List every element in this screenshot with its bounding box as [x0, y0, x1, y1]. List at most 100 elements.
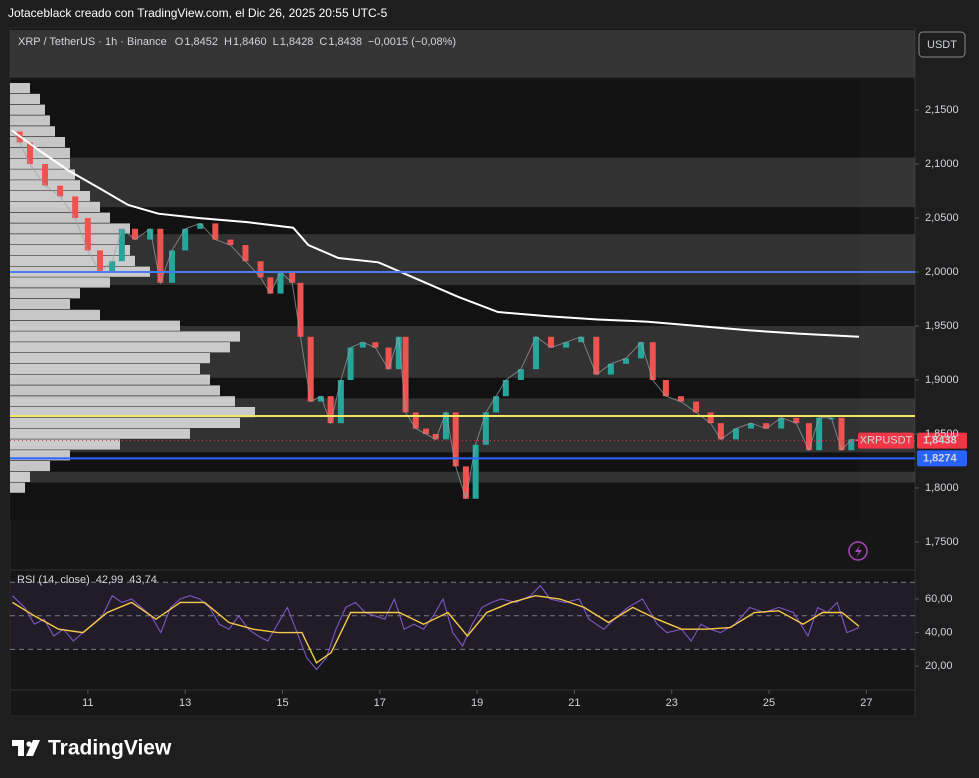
candle [157, 228, 164, 283]
candle [693, 401, 700, 413]
y-tick-label: 2,1000 [925, 158, 959, 170]
profile-bar [10, 126, 55, 137]
y-tick-label: 2,1500 [925, 104, 959, 116]
candle [748, 423, 755, 429]
candle [816, 417, 823, 451]
logo-mark [12, 740, 40, 756]
profile-bar [10, 428, 190, 439]
candle [578, 336, 585, 343]
zone [10, 234, 915, 285]
candle [347, 347, 354, 380]
profile-bar [10, 223, 130, 234]
candle [848, 439, 855, 451]
candle [717, 423, 724, 440]
profile-bar [10, 212, 110, 223]
candle [307, 336, 314, 402]
profile-bar [10, 450, 70, 461]
symbol-text: L [273, 36, 279, 48]
brand: TradingView [48, 737, 172, 760]
profile-bar [10, 234, 120, 245]
symbol-text: C [319, 36, 327, 48]
candle [97, 250, 104, 273]
candle [57, 185, 64, 197]
x-tick-label: 15 [276, 697, 288, 709]
candle [838, 417, 845, 451]
x-tick-label: 25 [763, 697, 775, 709]
symbol-text: 1,8460 [233, 36, 267, 48]
y-tick-label: 1,8000 [925, 482, 959, 494]
profile-bar [10, 439, 120, 450]
candle [452, 412, 459, 467]
candle [649, 342, 656, 380]
alert-icon[interactable] [848, 541, 868, 561]
profile-bar [10, 385, 220, 396]
candle [385, 347, 392, 370]
zone [10, 471, 915, 483]
symbol-text: −0,0015 (−0,08%) [368, 36, 456, 48]
candle [532, 336, 539, 370]
profile-bar [10, 115, 50, 126]
level-tag [917, 450, 967, 467]
rsi-value: 42,99 [96, 574, 124, 586]
candle [372, 342, 379, 348]
candle [317, 396, 324, 402]
zone [10, 157, 915, 208]
y-tick-label: 1,9000 [925, 374, 959, 386]
y-tick-label: 1,7500 [925, 536, 959, 548]
profile-bar [10, 352, 210, 364]
logo: TradingView [12, 737, 172, 760]
x-tick-label: 23 [666, 697, 678, 709]
candle [132, 228, 139, 240]
profile-bar [10, 406, 255, 418]
candle [805, 423, 812, 451]
profile-bar [10, 342, 230, 353]
candle [277, 272, 284, 294]
profile-bar [10, 471, 30, 482]
candle [472, 444, 479, 499]
y-tick-label: 2,0000 [925, 266, 959, 278]
y-tick-label: 1,9500 [925, 320, 959, 332]
logo-dot [26, 741, 32, 747]
candle [638, 342, 645, 359]
profile-bar [10, 417, 240, 428]
candle [257, 261, 264, 278]
profile-bar [10, 93, 40, 105]
symbol-text: 1,8452 [184, 36, 218, 48]
profile-bar [10, 147, 70, 159]
candle [327, 396, 334, 424]
x-tick-label: 21 [568, 697, 580, 709]
header: Jotaceblack creado con TradingView.com, … [8, 6, 456, 48]
candle [493, 396, 500, 413]
rsi-title: RSI (14, close) [17, 574, 90, 586]
profile-bar [10, 255, 135, 267]
currency[interactable]: USDT [927, 39, 957, 51]
last-price-name-tag [858, 432, 914, 449]
candle [763, 423, 770, 429]
candle [72, 196, 79, 219]
profile-bar [10, 460, 50, 472]
candle [169, 250, 176, 283]
price-line [11, 131, 860, 499]
candle [607, 363, 614, 375]
symbol-text: O [175, 36, 184, 48]
x-tick-label: 11 [82, 697, 93, 709]
candle [402, 336, 409, 413]
x-tick-label: 27 [860, 697, 872, 709]
currency-button[interactable] [918, 31, 966, 58]
candle [432, 433, 439, 440]
zone [10, 30, 915, 78]
candle [84, 218, 91, 251]
symbol-text: 1,8438 [328, 36, 362, 48]
profile-bar [10, 320, 180, 331]
candle [118, 228, 125, 262]
candle [197, 223, 204, 229]
y-tick-label: 2,0500 [925, 212, 959, 224]
profile-bar [10, 482, 25, 493]
candle [242, 245, 249, 262]
profile-bar [10, 245, 130, 256]
candle [517, 369, 524, 380]
candle [423, 428, 430, 434]
profile-bar [10, 396, 235, 407]
last-price-name: XRPUSDT [860, 435, 913, 447]
